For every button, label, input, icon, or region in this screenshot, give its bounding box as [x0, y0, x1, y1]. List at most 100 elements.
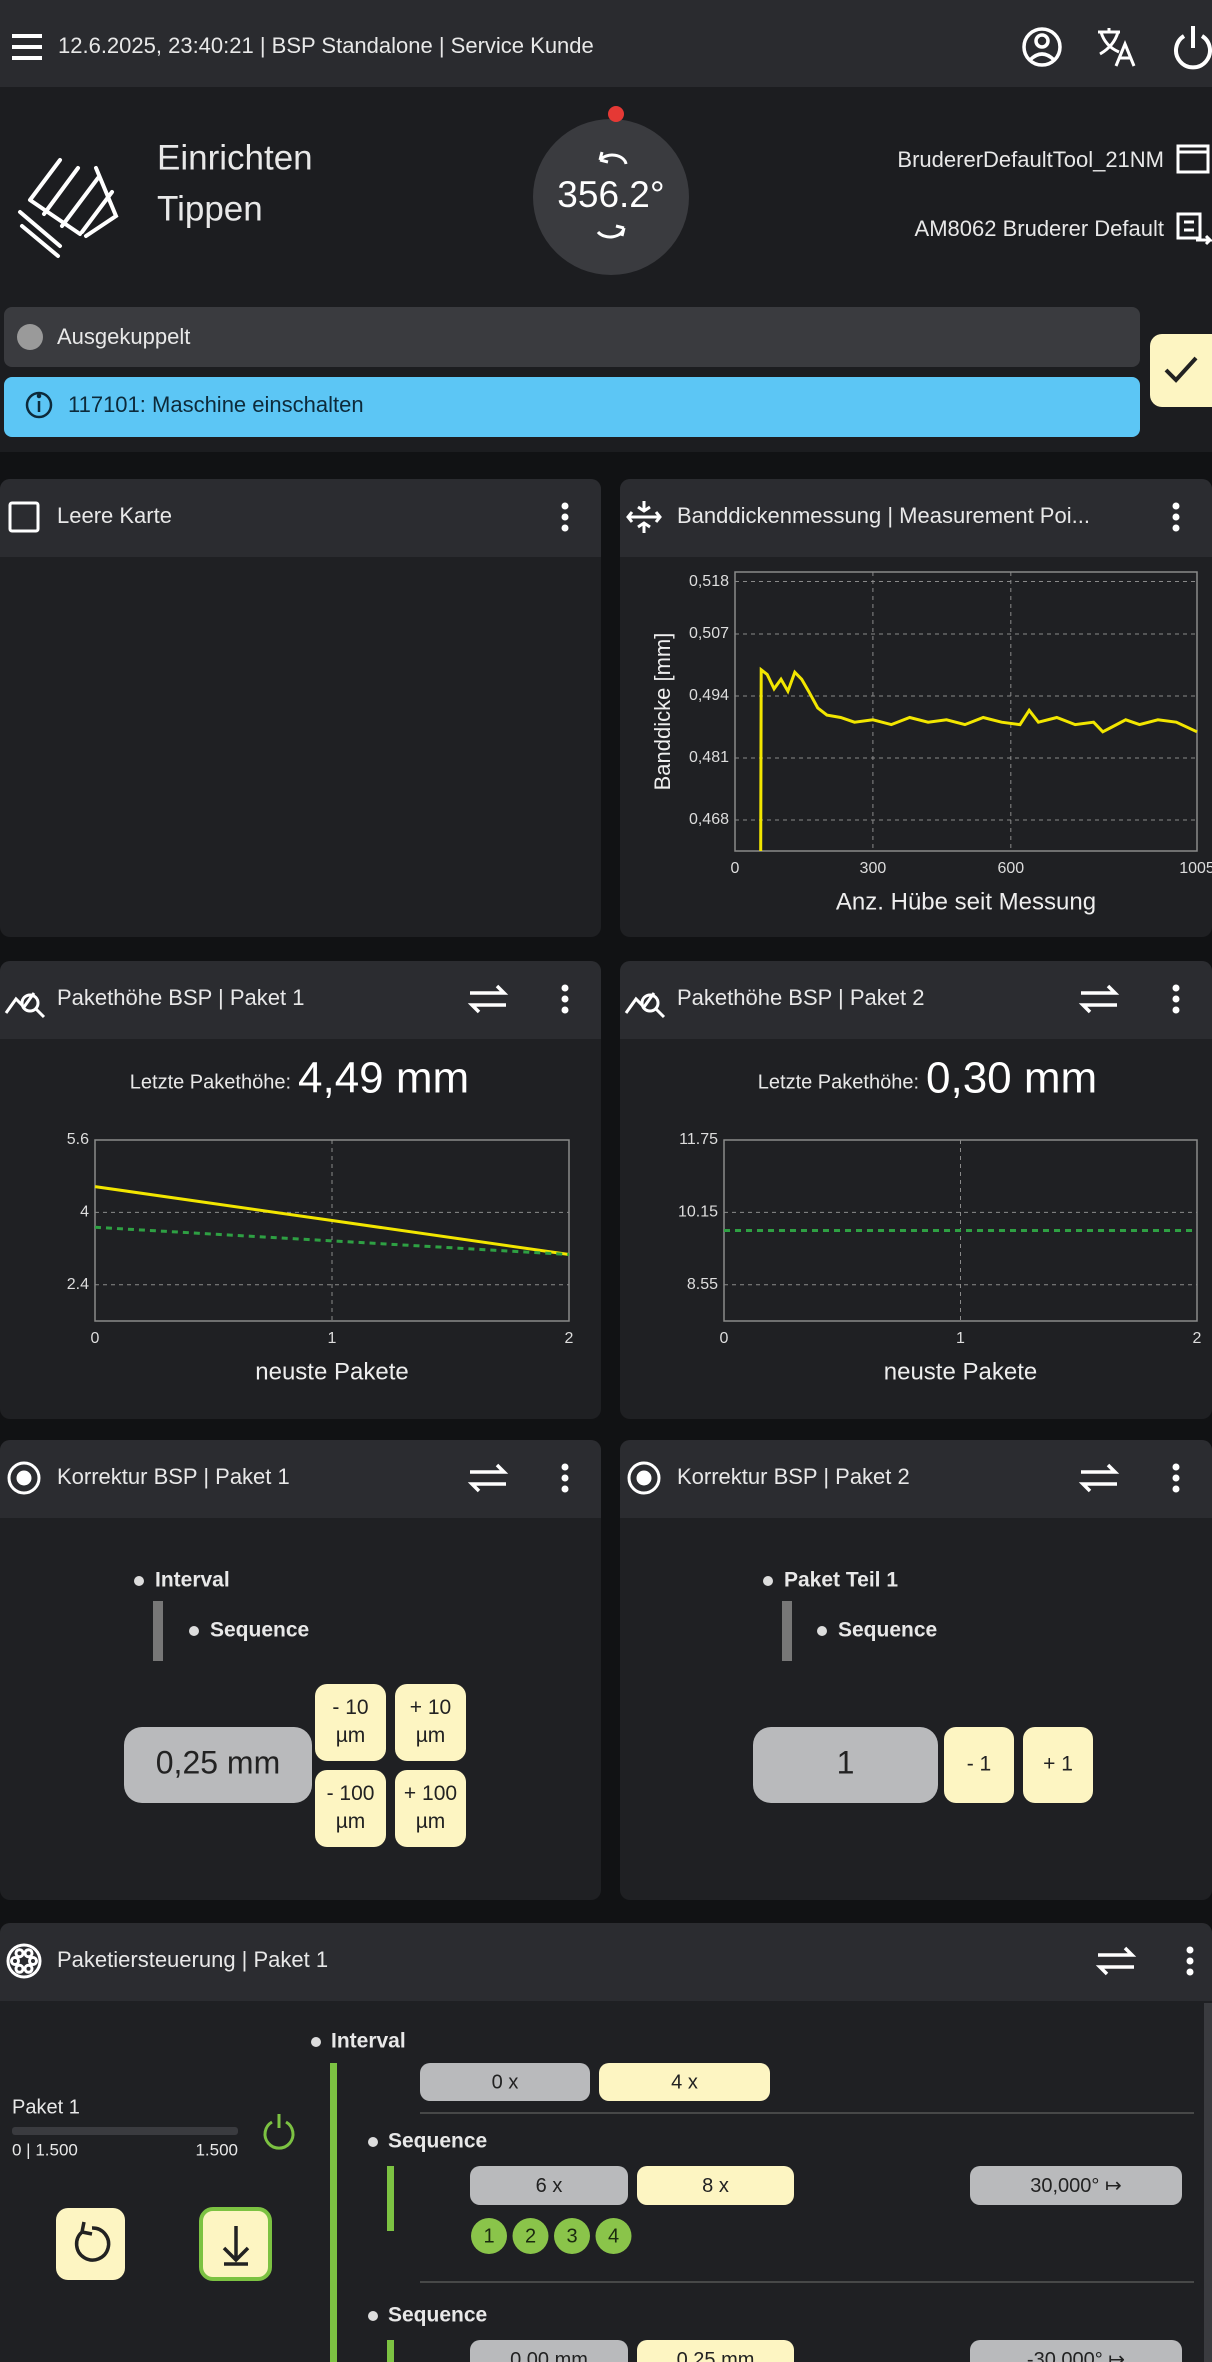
button-bg[interactable] — [944, 1727, 1014, 1803]
jog-hand-icon — [18, 158, 119, 258]
power-button[interactable] — [1174, 26, 1212, 70]
menu-dot[interactable] — [561, 524, 569, 532]
menu-dot[interactable] — [1186, 1968, 1194, 1976]
option-button[interactable]: 0,00 mm — [470, 2340, 628, 2362]
button-label[interactable]: µm — [416, 1724, 446, 1747]
button-bg[interactable] — [637, 2166, 794, 2205]
button-label[interactable]: µm — [336, 1810, 366, 1833]
button-label[interactable]: 4 x — [671, 2071, 698, 2093]
button-label[interactable]: - 1 — [967, 1753, 992, 1776]
menu-dot[interactable] — [1172, 1463, 1180, 1471]
reset-button[interactable] — [56, 2208, 125, 2280]
button-bg[interactable] — [315, 1684, 386, 1761]
menu-button[interactable] — [12, 34, 42, 60]
message-bar — [4, 377, 1140, 437]
button-label[interactable]: - 100 — [327, 1782, 375, 1805]
button-icon[interactable] — [74, 2221, 111, 2262]
menu-dot[interactable] — [1172, 984, 1180, 992]
menu-dot[interactable] — [561, 984, 569, 992]
button-icon[interactable] — [222, 2226, 250, 2266]
button-bg[interactable] — [56, 2208, 125, 2280]
user-button[interactable] — [1022, 27, 1062, 67]
button-label[interactable]: + 1 — [1043, 1753, 1073, 1776]
card-title: Pakethöhe BSP | Paket 2 — [677, 985, 924, 1010]
button-label[interactable]: - 10 — [332, 1696, 368, 1719]
menu-dot[interactable] — [1172, 1006, 1180, 1014]
button-bg[interactable] — [470, 2166, 628, 2205]
card-menu-button[interactable] — [1186, 1946, 1194, 1976]
card-menu-button[interactable] — [561, 502, 569, 532]
button-label[interactable]: µm — [336, 1724, 366, 1747]
button-label[interactable]: 30,000° ↦ — [1030, 2175, 1121, 2197]
menu-dot[interactable] — [1172, 502, 1180, 510]
swap-button[interactable] — [467, 1463, 509, 1493]
card-menu-button[interactable] — [1172, 502, 1180, 532]
menu-dot[interactable] — [561, 1006, 569, 1014]
option-button[interactable]: 30,000° ↦ — [970, 2166, 1182, 2205]
icon-shape — [624, 992, 666, 1019]
swap-button[interactable] — [1078, 984, 1120, 1014]
menu-dot[interactable] — [561, 995, 569, 1003]
card — [620, 479, 1212, 937]
y-tick-label: 5.6 — [67, 1131, 89, 1148]
language-button[interactable] — [1098, 28, 1136, 67]
button-bg[interactable] — [970, 2340, 1182, 2362]
menu-dot[interactable] — [561, 502, 569, 510]
menu-dot[interactable] — [1186, 1946, 1194, 1954]
option-button[interactable]: 6 x — [470, 2166, 628, 2205]
tool-icon — [1176, 144, 1210, 174]
button-bg[interactable] — [599, 2063, 770, 2101]
button-label[interactable]: 0 x — [492, 2071, 519, 2093]
menu-dot[interactable] — [1172, 513, 1180, 521]
step-button[interactable]: + 10 µm — [395, 1684, 466, 1761]
step-number: 1 — [483, 2225, 494, 2247]
acknowledge-button[interactable] — [1150, 334, 1212, 407]
menu-dot[interactable] — [1172, 524, 1180, 532]
card-menu-button[interactable] — [561, 984, 569, 1014]
button-label[interactable]: 6 x — [536, 2175, 563, 2197]
menu-dot[interactable] — [561, 1463, 569, 1471]
button-label[interactable]: 0,25 mm — [677, 2349, 755, 2362]
button-label[interactable]: + 10 — [410, 1696, 451, 1719]
card-menu-button[interactable] — [1172, 984, 1180, 1014]
button-label[interactable]: 8 x — [702, 2175, 729, 2197]
step-button[interactable]: - 100 µm — [315, 1770, 386, 1847]
menu-dot[interactable] — [561, 1485, 569, 1493]
button-label[interactable]: µm — [416, 1810, 446, 1833]
step-button[interactable]: + 100 µm — [395, 1770, 466, 1847]
swap-button[interactable] — [1078, 1463, 1120, 1493]
button-label[interactable]: + 100 — [404, 1782, 457, 1805]
button-bg[interactable] — [637, 2340, 794, 2362]
menu-dot[interactable] — [1186, 1957, 1194, 1965]
button-bg[interactable] — [315, 1770, 386, 1847]
angle-dial — [533, 119, 689, 275]
menu-dot[interactable] — [1172, 1485, 1180, 1493]
option-button[interactable]: 8 x — [637, 2166, 794, 2205]
step-button[interactable]: - 10 µm — [315, 1684, 386, 1761]
swap-button[interactable] — [1095, 1946, 1137, 1976]
button-bg[interactable] — [1023, 1727, 1093, 1803]
x-tick-label: 1 — [328, 1330, 337, 1347]
button-label[interactable]: 0,00 mm — [510, 2349, 588, 2362]
download-button[interactable] — [199, 2207, 272, 2281]
button-bg[interactable] — [395, 1684, 466, 1761]
option-button[interactable]: -30,000° ↦ — [970, 2340, 1182, 2362]
option-button[interactable]: 0 x — [420, 2063, 590, 2101]
option-button[interactable]: 0,25 mm — [637, 2340, 794, 2362]
card-menu-button[interactable] — [561, 1463, 569, 1493]
menu-dot[interactable] — [561, 513, 569, 521]
step-button[interactable]: - 1 — [944, 1727, 1014, 1803]
menu-dot[interactable] — [1172, 1474, 1180, 1482]
swap-button[interactable] — [467, 984, 509, 1014]
button-bg[interactable] — [420, 2063, 590, 2101]
option-button[interactable]: 4 x — [599, 2063, 770, 2101]
menu-dot[interactable] — [1172, 995, 1180, 1003]
button-label[interactable]: -30,000° ↦ — [1027, 2349, 1125, 2362]
button-bg[interactable] — [470, 2340, 628, 2362]
step-button[interactable]: + 1 — [1023, 1727, 1093, 1803]
card-menu-button[interactable] — [1172, 1463, 1180, 1493]
menu-dot[interactable] — [561, 1474, 569, 1482]
button-bg[interactable] — [970, 2166, 1182, 2205]
button-bg[interactable] — [395, 1770, 466, 1847]
